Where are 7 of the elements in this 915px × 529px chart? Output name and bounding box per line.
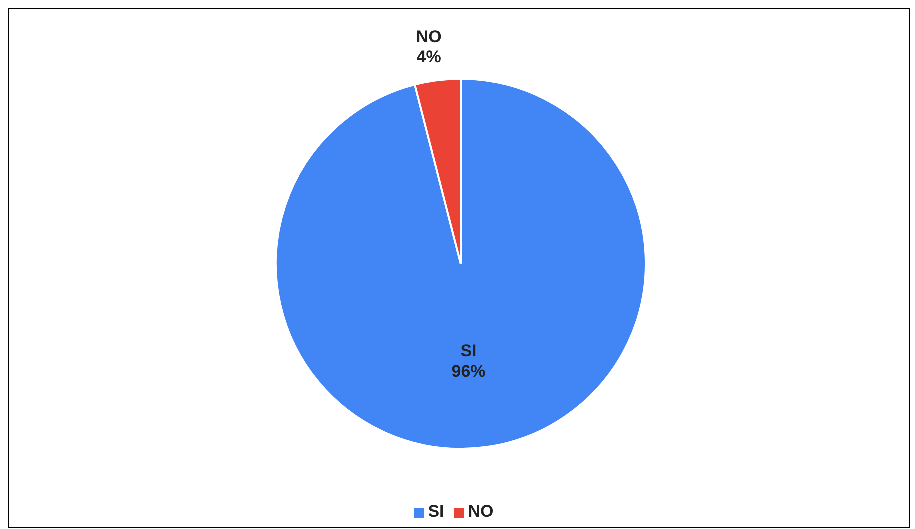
- slice-label: SI: [460, 342, 477, 361]
- pie-slice: [275, 78, 647, 450]
- legend-label: SI: [428, 502, 444, 521]
- data-label: 96%: [452, 362, 486, 381]
- legend-label: NO: [468, 502, 494, 521]
- slice-label: NO: [416, 27, 442, 46]
- data-label: 4%: [416, 48, 442, 67]
